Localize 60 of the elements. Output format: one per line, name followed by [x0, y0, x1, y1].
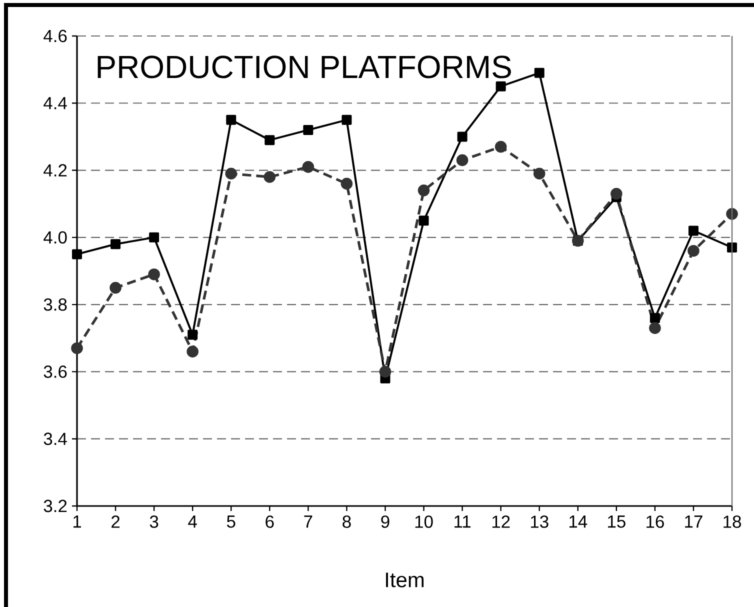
- point: [226, 114, 236, 125]
- y-tick-label: 4.4: [44, 97, 67, 110]
- point: [264, 171, 276, 183]
- point: [342, 114, 352, 125]
- point: [456, 154, 468, 166]
- point: [72, 249, 82, 260]
- point: [496, 81, 506, 92]
- point: [302, 161, 314, 173]
- y-tick-label: 3.2: [44, 500, 67, 512]
- point: [688, 226, 698, 236]
- point: [148, 268, 160, 280]
- point: [71, 342, 83, 354]
- point: [188, 330, 198, 340]
- point: [494, 140, 507, 153]
- x-tick-label: 9: [381, 516, 390, 528]
- x-tick-label: 12: [492, 516, 510, 528]
- y-tick-label: 3.4: [44, 432, 67, 446]
- x-tick-label: 13: [530, 516, 548, 528]
- y-tick-label: 4.2: [44, 164, 67, 176]
- point: [533, 168, 546, 180]
- point: [650, 313, 660, 323]
- point: [264, 135, 275, 146]
- point: [149, 232, 160, 242]
- x-tick-label: 8: [342, 516, 351, 528]
- x-tick-label: 15: [608, 516, 626, 528]
- x-tick-label: 5: [226, 516, 236, 528]
- point: [688, 244, 700, 257]
- y-tick-label: 4.0: [44, 231, 67, 244]
- point: [727, 242, 738, 252]
- point: [340, 178, 353, 190]
- point: [418, 184, 430, 196]
- x-tick-label: 7: [304, 516, 312, 528]
- x-tick-label: 17: [685, 516, 702, 528]
- point: [303, 124, 314, 135]
- y-tick-label: 3.8: [44, 298, 67, 311]
- x-tick-label: 11: [454, 516, 471, 528]
- point: [110, 282, 122, 294]
- point: [534, 68, 544, 78]
- y-tick-label: 3.6: [44, 366, 67, 378]
- point: [649, 322, 661, 334]
- point: [457, 132, 468, 142]
- x-tick-label: 6: [266, 516, 274, 528]
- y-tick-label: 4.6: [44, 30, 67, 42]
- chart-title: PRODUCTION PLATFORMS: [98, 56, 511, 78]
- x-tick-label: 3: [150, 516, 158, 528]
- point: [726, 208, 738, 220]
- x-tick-label: 2: [112, 516, 120, 528]
- point: [225, 168, 238, 180]
- x-tick-label: 14: [569, 516, 588, 528]
- point: [186, 346, 198, 358]
- point: [610, 188, 622, 200]
- x-tick-label: 16: [646, 516, 664, 528]
- point: [418, 216, 429, 226]
- x-tick-label: 10: [415, 516, 433, 528]
- point: [110, 239, 121, 250]
- x-tick-label: 4: [188, 516, 197, 528]
- point: [379, 366, 392, 378]
- x-axis-title: Item: [386, 572, 424, 588]
- x-tick-label: 1: [73, 516, 82, 528]
- x-tick-label: 18: [724, 516, 741, 528]
